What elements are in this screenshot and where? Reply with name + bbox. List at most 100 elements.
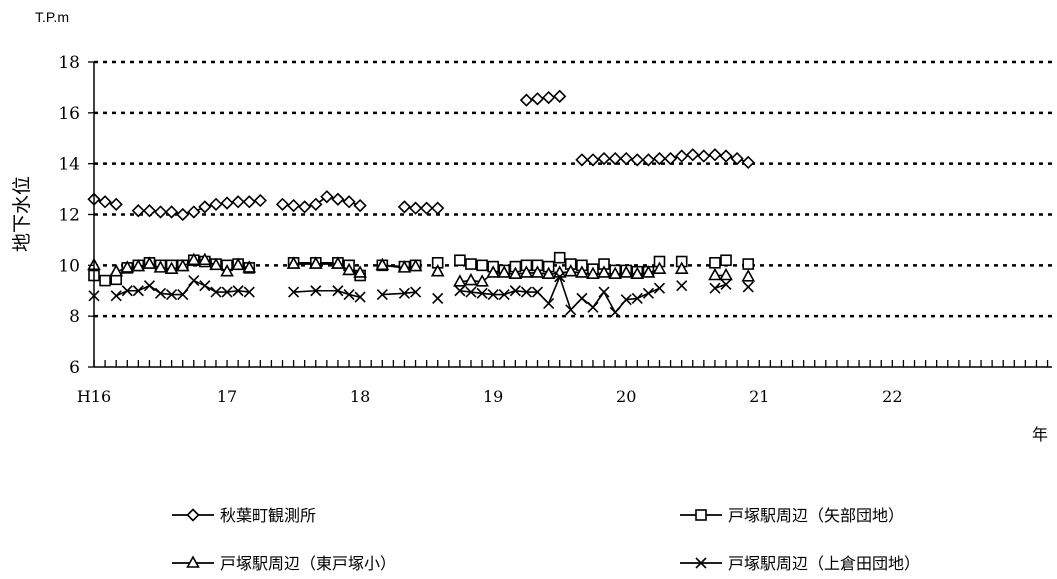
- y-tick-label: 12: [58, 206, 80, 226]
- data-point-diamond: [397, 200, 412, 214]
- y-tick-label: 18: [58, 53, 80, 73]
- data-point-diamond: [253, 193, 267, 208]
- data-point-diamond: [619, 151, 633, 166]
- data-point-diamond: [142, 204, 157, 218]
- data-point-triangle: [486, 265, 501, 278]
- data-point-diamond: [153, 205, 168, 219]
- data-point-square: [553, 251, 566, 264]
- data-point-diamond: [342, 195, 356, 209]
- data-point-triangle: [497, 265, 512, 278]
- data-point-cross: [143, 280, 156, 292]
- data-point-triangle: [342, 262, 356, 276]
- data-point-triangle: [619, 265, 634, 278]
- data-point-diamond: [597, 151, 611, 166]
- data-point-cross: [476, 287, 488, 299]
- legend-label: 秋葉町観測所: [220, 506, 316, 525]
- data-point-cross: [398, 287, 410, 299]
- data-point-cross: [565, 304, 577, 316]
- data-point-cross: [332, 285, 344, 297]
- data-point-cross: [199, 280, 211, 292]
- data-point-triangle: [719, 267, 733, 281]
- data-point-cross: [709, 282, 721, 294]
- data-point-triangle: [652, 261, 667, 274]
- data-point-diamond: [686, 148, 700, 162]
- x-tick-labels: H16 17 18 19 20 21 22: [77, 387, 903, 406]
- data-point-diamond: [652, 151, 667, 166]
- data-point-diamond: [209, 197, 223, 211]
- data-point-diamond: [286, 198, 301, 213]
- x-axis-title: 年: [1032, 425, 1048, 444]
- data-point-diamond: [331, 192, 345, 206]
- series-line: [714, 283, 727, 289]
- y-axis-title: 地下水位: [11, 176, 33, 252]
- data-point-cross: [587, 301, 599, 313]
- data-point-triangle: [375, 257, 390, 271]
- data-point-triangle: [109, 264, 124, 277]
- y-unit-label: T.P.m: [35, 9, 69, 25]
- data-point-triangle: [175, 258, 190, 272]
- data-point-diamond: [708, 148, 722, 162]
- data-point-cross: [188, 275, 200, 287]
- data-point-square: [709, 256, 721, 269]
- data-point-cross: [454, 285, 466, 297]
- data-point-cross: [376, 288, 388, 301]
- y-tick-label: 6: [69, 358, 80, 378]
- legend: 秋葉町観測所 戸塚駅周辺（矢部団地） 戸塚駅周辺（東戸塚小） 戸塚駅周辺（上倉田団地）: [172, 506, 920, 573]
- series-layer: [87, 89, 756, 318]
- data-point-diamond: [519, 93, 534, 107]
- data-point-cross: [631, 292, 643, 304]
- legend-marker-triangle: [186, 555, 200, 568]
- data-point-diamond: [663, 151, 678, 166]
- data-point-cross: [210, 286, 222, 298]
- data-point-cross: [288, 286, 300, 298]
- data-point-triangle: [308, 256, 323, 269]
- data-point-triangle: [408, 258, 423, 272]
- data-point-triangle: [575, 265, 589, 278]
- data-point-diamond: [164, 205, 179, 219]
- data-point-triangle: [453, 274, 467, 287]
- data-point-triangle: [164, 261, 179, 274]
- data-point-diamond: [608, 151, 622, 166]
- data-point-triangle: [597, 265, 611, 278]
- y-tick-label: 8: [69, 307, 80, 327]
- data-point-diamond: [730, 151, 744, 166]
- data-point-triangle: [220, 264, 234, 277]
- legend-item: 秋葉町観測所: [172, 506, 316, 525]
- data-point-cross: [343, 288, 355, 301]
- y-tick-label: 16: [58, 104, 80, 124]
- data-point-cross: [432, 292, 444, 304]
- data-point-cross: [509, 285, 521, 297]
- data-point-square: [465, 258, 477, 270]
- data-point-diamond: [420, 201, 434, 215]
- data-point-diamond: [641, 153, 656, 167]
- data-point-triangle: [353, 265, 367, 278]
- data-point-cross: [720, 278, 732, 290]
- data-point-cross: [166, 288, 178, 301]
- data-point-triangle: [541, 266, 556, 280]
- data-point-cross: [132, 285, 144, 297]
- data-point-triangle: [475, 274, 489, 287]
- legend-item: 戸塚駅周辺（東戸塚小）: [172, 554, 396, 573]
- data-point-cross: [232, 285, 244, 297]
- data-point-diamond: [431, 201, 445, 215]
- y-tick-label: 14: [58, 155, 80, 175]
- data-point-cross: [653, 282, 666, 294]
- data-point-triangle: [464, 272, 478, 286]
- data-point-diamond: [275, 197, 290, 211]
- data-point-cross: [465, 286, 477, 298]
- legend-marker-diamond: [186, 508, 200, 522]
- x-tick-label: 22: [882, 387, 902, 406]
- x-tick-label: 19: [483, 387, 503, 406]
- data-point-triangle: [286, 256, 301, 269]
- data-point-diamond: [231, 195, 245, 209]
- data-point-triangle: [508, 266, 523, 280]
- data-point-cross: [609, 306, 621, 318]
- data-point-diamond: [630, 153, 644, 167]
- data-point-cross: [531, 286, 544, 298]
- data-point-cross: [642, 287, 655, 299]
- data-point-cross: [154, 287, 167, 299]
- data-point-cross: [576, 292, 588, 304]
- y-tick-label: 10: [58, 256, 80, 276]
- data-point-triangle: [142, 256, 157, 269]
- data-point-triangle: [331, 256, 345, 269]
